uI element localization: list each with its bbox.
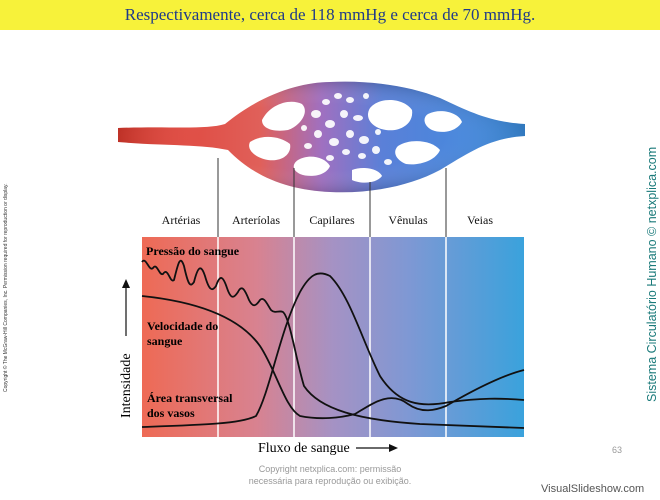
segment-label-veias: Veias: [467, 213, 493, 227]
area-label-line2: dos vasos: [147, 406, 195, 420]
y-axis-label: Intensidade: [119, 353, 134, 418]
x-axis-label: Fluxo de sangue: [258, 441, 350, 456]
title-banner: Respectivamente, cerca de 118 mmHg e cer…: [0, 0, 660, 30]
velocity-curve: [141, 295, 525, 420]
segment-label-arteriolas: Arteríolas: [232, 213, 280, 227]
page-number: 63: [612, 445, 623, 455]
segment-header-row: Artérias Arteríolas Capilares Vênulas Ve…: [142, 207, 524, 237]
graph-panel: [142, 237, 524, 437]
segment-label-arterias: Artérias: [162, 213, 201, 227]
banner-text: Respectivamente, cerca de 118 mmHg e cer…: [124, 5, 536, 24]
area-label-line1: Área transversal: [147, 391, 233, 405]
velocity-label-line1: Velocidade do: [147, 319, 218, 333]
velocity-label-line2: sangue: [147, 334, 183, 348]
footer-copyright: Copyright netxplica.com: permissão neces…: [230, 463, 430, 487]
segment-label-venulas: Vênulas: [388, 213, 428, 227]
segment-label-capilares: Capilares: [309, 213, 355, 227]
cross-section-area-curve: [141, 272, 525, 428]
pressure-label: Pressão do sangue: [146, 244, 240, 258]
pressure-curve: [141, 259, 525, 429]
footer-line1: Copyright netxplica.com: permissão: [258, 464, 402, 474]
footer-line2: necessária para reprodução ou exibição.: [248, 476, 412, 486]
vessel-network-illustration: [118, 81, 525, 207]
watermark: VisualSlideshow.com: [541, 483, 645, 495]
x-axis-arrow: [356, 444, 398, 452]
y-axis-arrow: [122, 279, 130, 336]
